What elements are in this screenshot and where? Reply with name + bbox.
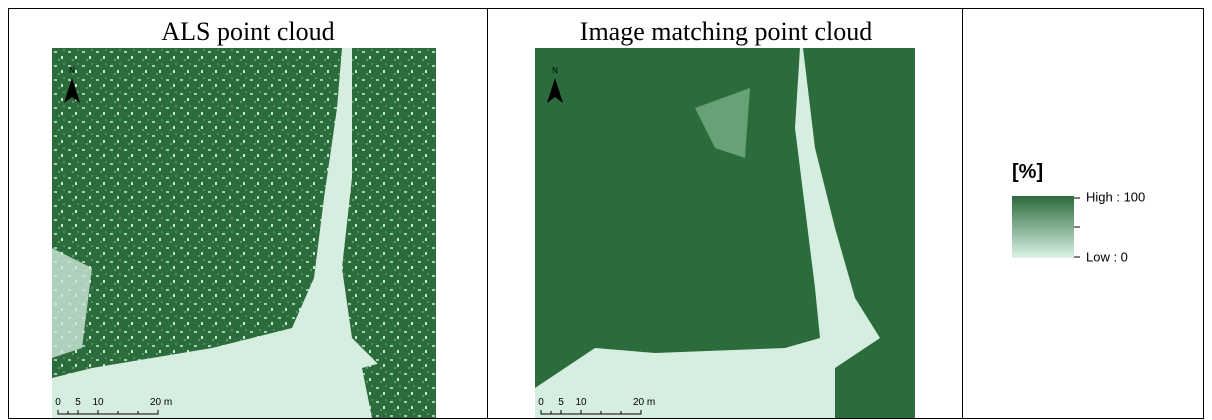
north-label: N	[552, 66, 558, 75]
scale-label: 20 m	[150, 397, 172, 408]
scale-label: 10	[575, 397, 587, 408]
scale-label: 5	[75, 397, 81, 408]
map-image-matching	[535, 48, 915, 418]
scale-label: 5	[558, 397, 564, 408]
legend-ticks	[1074, 198, 1080, 257]
legend-high: High : 100	[1086, 189, 1145, 204]
scale-label: 0	[538, 397, 544, 408]
scale-label: 0	[55, 397, 61, 408]
panel-title: Image matching point cloud	[580, 17, 872, 46]
legend-ramp	[1012, 196, 1074, 258]
panel-title: ALS point cloud	[161, 17, 334, 46]
legend-low: Low : 0	[1086, 249, 1128, 264]
scale-label: 20 m	[633, 397, 655, 408]
north-label: N	[69, 66, 75, 75]
scale-label: 10	[92, 397, 104, 408]
map-als	[52, 48, 436, 418]
legend-title: [%]	[1012, 161, 1043, 183]
figure: N N ALS point cloud Image matching point…	[0, 0, 1212, 420]
